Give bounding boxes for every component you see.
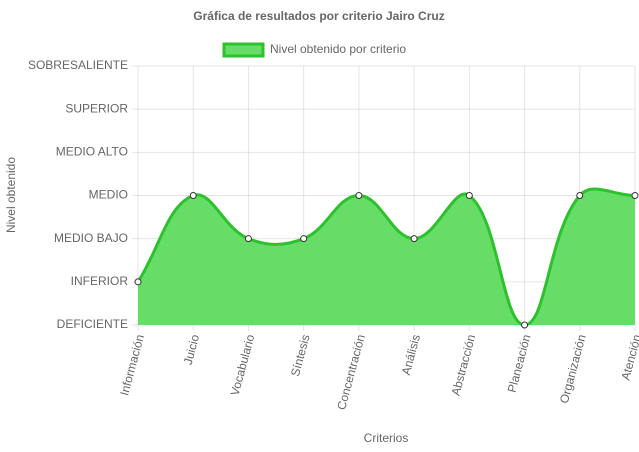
point [134, 278, 142, 286]
x-tick-label: Organización [557, 333, 589, 405]
point [410, 235, 418, 243]
x-tick-label: Concentración [334, 333, 368, 411]
point [244, 235, 252, 243]
y-tick-label: MEDIO [89, 188, 128, 202]
line [136, 187, 636, 327]
y-tick-label: DEFICIENTE [57, 317, 128, 331]
y-tick-label: MEDIO ALTO [56, 145, 128, 159]
y-tick-label: SUPERIOR [65, 101, 128, 115]
point [465, 192, 473, 199]
x-tick-label: Juicio [181, 333, 203, 367]
y-tick-label: MEDIO BAJO [54, 231, 128, 245]
chart-title: Gráfica de resultados por criterio Jairo… [193, 9, 444, 23]
x-tick-label: Vocabulario [228, 333, 258, 398]
x-tick-label: Información [117, 333, 147, 397]
y-tick-label: SOBRESALIENTE [28, 58, 128, 72]
area [138, 189, 635, 325]
x-tick-label: Análisis [399, 333, 423, 377]
x-tick-label: Planeación [505, 333, 534, 394]
x-axis-label: Criterios [364, 431, 409, 445]
point [189, 192, 197, 199]
x-tick-label: Atención [618, 333, 639, 382]
x-tick-label: Síntesis [288, 333, 313, 378]
x-tick-label: Abstracción [449, 333, 479, 397]
legend-label: Nivel obtenido por criterio [270, 42, 406, 56]
point [355, 192, 363, 199]
point [521, 321, 529, 329]
point [631, 192, 639, 199]
legend-swatch [222, 42, 265, 58]
point [576, 192, 584, 199]
y-tick-label: INFERIOR [71, 274, 129, 288]
y-axis-label: Nivel obtenido [4, 157, 18, 233]
point [300, 235, 308, 243]
